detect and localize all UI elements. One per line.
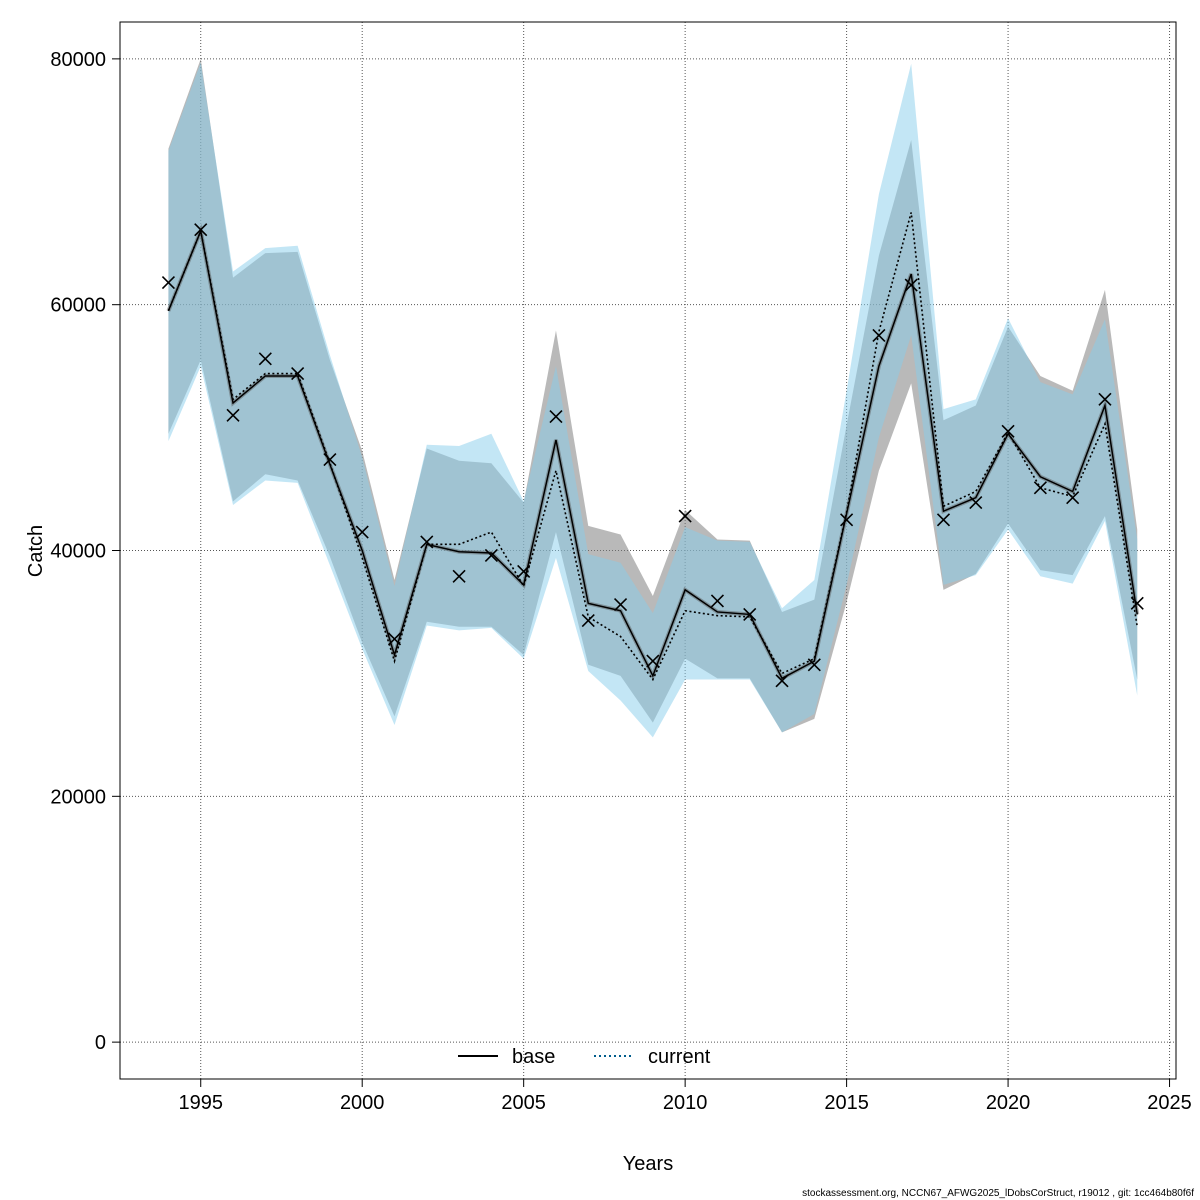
observation-marker-2022 bbox=[1066, 491, 1080, 505]
series-lines bbox=[166, 212, 1140, 682]
observation-marker-2020 bbox=[1001, 424, 1015, 438]
observation-marker-1994 bbox=[161, 275, 176, 290]
observation-stroke bbox=[581, 613, 595, 628]
series-line-current bbox=[167, 212, 1139, 682]
x-tick-label: 2010 bbox=[663, 1092, 708, 1114]
observation-marker-2021 bbox=[1033, 481, 1047, 495]
observation-marker-2011 bbox=[710, 594, 724, 608]
axes: 1995 2000 2005 2010 2015 2020 2025 0 20000 40000 6… bbox=[50, 49, 1191, 1114]
y-tick-label: 0 bbox=[95, 1032, 106, 1054]
observation-marker-2004 bbox=[484, 548, 498, 562]
legend-base-label: base bbox=[512, 1046, 555, 1068]
y-tick-label: 40000 bbox=[50, 541, 106, 563]
observation-stroke bbox=[355, 525, 369, 539]
observation-marker-2012 bbox=[743, 607, 757, 621]
observation-stroke bbox=[1130, 596, 1144, 610]
band-current bbox=[168, 62, 1138, 738]
observation-marker-2015 bbox=[840, 513, 854, 527]
observation-stroke bbox=[904, 278, 918, 292]
observation-marker-2001 bbox=[387, 632, 402, 646]
observation-marker-1996 bbox=[226, 408, 240, 422]
x-tick-label: 1995 bbox=[178, 1092, 223, 1114]
x-tick-label: 2000 bbox=[340, 1092, 385, 1114]
observation-marker-2002 bbox=[420, 535, 434, 549]
observation-marker-2007 bbox=[581, 613, 595, 628]
observation-stroke bbox=[872, 328, 886, 342]
x-tick-label: 2015 bbox=[824, 1092, 869, 1114]
observation-stroke bbox=[1001, 424, 1015, 438]
observation-stroke bbox=[710, 594, 724, 608]
observation-marker-2009 bbox=[646, 654, 660, 668]
observation-marker-1995 bbox=[194, 223, 208, 237]
legend: base current bbox=[458, 1046, 711, 1068]
footer-credit: stockassessment.org, NCCN67_AFWG2025_lDo… bbox=[802, 1188, 1194, 1199]
legend-current-label: current bbox=[648, 1046, 711, 1068]
observation-marker-2005 bbox=[517, 564, 531, 578]
x-tick-label: 2025 bbox=[1147, 1092, 1192, 1114]
observation-stroke bbox=[646, 654, 660, 668]
observation-stroke bbox=[420, 535, 434, 549]
observation-marker-2023 bbox=[1098, 392, 1112, 406]
observation-stroke bbox=[678, 509, 692, 523]
observation-stroke bbox=[226, 408, 240, 422]
confidence-bands bbox=[168, 58, 1138, 738]
y-tick-label: 80000 bbox=[50, 49, 106, 71]
observation-stroke bbox=[258, 352, 272, 366]
observation-stroke bbox=[1033, 481, 1047, 495]
observation-stroke bbox=[323, 452, 337, 467]
observation-stroke bbox=[517, 564, 531, 578]
observation-stroke bbox=[775, 674, 789, 688]
observation-stroke bbox=[452, 569, 466, 583]
observation-marker-2017 bbox=[904, 278, 918, 292]
observation-marker-1999 bbox=[323, 452, 337, 467]
observation-marker-2019 bbox=[969, 496, 983, 510]
y-tick-label: 20000 bbox=[50, 786, 106, 808]
observation-marker-1998 bbox=[291, 366, 305, 381]
observation-stroke bbox=[840, 513, 854, 527]
observation-stroke bbox=[743, 607, 757, 621]
observation-stroke bbox=[969, 496, 983, 510]
x-tick-label: 2020 bbox=[986, 1092, 1031, 1114]
observation-stroke bbox=[807, 658, 821, 672]
observation-marker-2018 bbox=[936, 513, 951, 527]
observation-stroke bbox=[484, 548, 498, 562]
observation-marker-2014 bbox=[807, 658, 821, 672]
y-axis-title: Catch bbox=[25, 525, 47, 577]
observation-stroke bbox=[936, 513, 951, 527]
observation-marker-2024 bbox=[1130, 596, 1144, 610]
observation-marker-2010 bbox=[678, 509, 692, 523]
observation-marker-2013 bbox=[775, 674, 789, 688]
x-tick-label: 2005 bbox=[501, 1092, 546, 1114]
x-axis-title: Years bbox=[623, 1153, 673, 1175]
observation-stroke bbox=[1098, 392, 1112, 406]
observation-stroke bbox=[1066, 491, 1080, 505]
observation-stroke bbox=[549, 409, 563, 424]
observation-marker-2006 bbox=[549, 409, 563, 424]
observation-marker-2003 bbox=[452, 569, 466, 583]
observation-stroke bbox=[613, 598, 628, 612]
observation-marker-2016 bbox=[872, 328, 886, 342]
y-tick-label: 60000 bbox=[50, 295, 106, 317]
observation-stroke bbox=[387, 632, 402, 646]
observation-stroke bbox=[291, 366, 305, 381]
observation-marker-2008 bbox=[613, 598, 628, 612]
observation-marker-1997 bbox=[258, 352, 272, 366]
observation-marker-2000 bbox=[355, 525, 369, 539]
observation-stroke bbox=[161, 275, 176, 290]
observation-stroke bbox=[194, 223, 208, 237]
observation-markers bbox=[161, 223, 1144, 688]
